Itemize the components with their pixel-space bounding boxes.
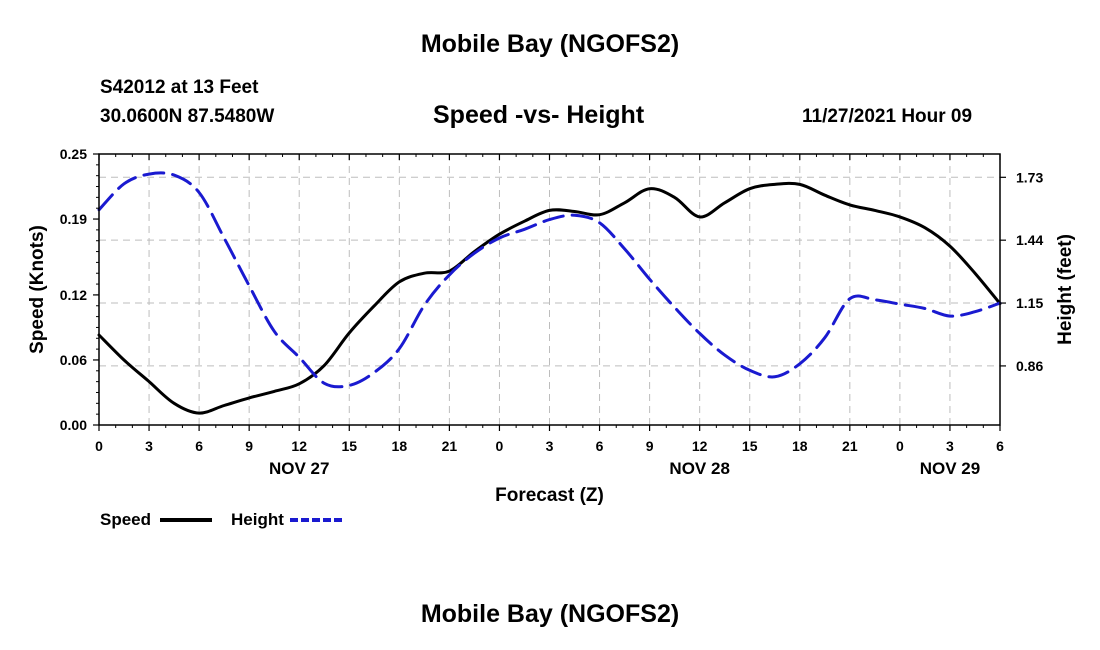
x-tick-label: 6 — [596, 438, 604, 454]
y2-axis-title: Height (feet) — [1055, 234, 1076, 345]
x-tick-label: 6 — [195, 438, 203, 454]
y2-tick-label: 1.73 — [1016, 169, 1043, 185]
axis-ticks — [93, 153, 1006, 431]
x-date-label: NOV 29 — [920, 459, 980, 478]
chart-subtitle: Speed -vs- Height — [433, 101, 645, 129]
grid-lines — [99, 154, 1000, 425]
x-tick-label: 21 — [842, 438, 858, 454]
x-tick-label: 12 — [692, 438, 708, 454]
x-tick-label: 9 — [245, 438, 253, 454]
y-axis-title: Speed (Knots) — [27, 225, 48, 354]
legend-height-label: Height — [231, 510, 284, 529]
x-tick-label: 21 — [442, 438, 458, 454]
x-tick-label: 0 — [95, 438, 103, 454]
legend-height-swatch — [290, 518, 342, 522]
x-tick-label: 3 — [946, 438, 954, 454]
y2-tick-label: 1.44 — [1016, 232, 1043, 248]
x-tick-label: 18 — [392, 438, 408, 454]
station-label: S42012 at 13 Feet — [100, 77, 259, 98]
y-tick-label: 0.00 — [60, 417, 87, 433]
forecast-datetime: 11/27/2021 Hour 09 — [802, 106, 973, 127]
x-tick-label: 0 — [896, 438, 904, 454]
series-lines — [97, 171, 1002, 415]
legend-speed-label: Speed — [100, 510, 152, 529]
x-tick-label: 15 — [742, 438, 758, 454]
y-tick-label: 0.25 — [60, 146, 87, 162]
x-tick-label: 12 — [291, 438, 307, 454]
x-tick-label: 3 — [546, 438, 554, 454]
x-tick-label: 3 — [145, 438, 153, 454]
chart-main-title: Mobile Bay (NGOFS2) — [420, 30, 680, 58]
legend-speed-swatch — [160, 518, 212, 522]
y2-tick-label: 0.86 — [1016, 358, 1043, 374]
x-tick-label: 9 — [646, 438, 654, 454]
height-series-line — [97, 171, 1002, 389]
axis-labels: 0 3 6 9 12 15 18 21 0 3 6 9 12 15 18 21 0 3 6 0.86 1.15 1.44 1… — [27, 146, 1076, 506]
x-tick-label: 15 — [341, 438, 357, 454]
footer-title: Mobile Bay (NGOFS2) — [420, 600, 680, 628]
x-axis-title: Forecast (Z) — [495, 485, 604, 506]
x-date-label: NOV 27 — [269, 459, 329, 478]
x-tick-label: 0 — [496, 438, 504, 454]
x-tick-label: 18 — [792, 438, 808, 454]
x-tick-label: 6 — [996, 438, 1004, 454]
x-date-label: NOV 28 — [669, 459, 729, 478]
speed-series-line — [97, 181, 1002, 415]
station-coordinates: 30.0600N 87.5480W — [100, 106, 275, 127]
y2-tick-label: 1.15 — [1016, 295, 1043, 311]
y-tick-label: 0.19 — [60, 211, 87, 227]
y-tick-label: 0.06 — [60, 352, 87, 368]
y-tick-label: 0.12 — [60, 287, 87, 303]
